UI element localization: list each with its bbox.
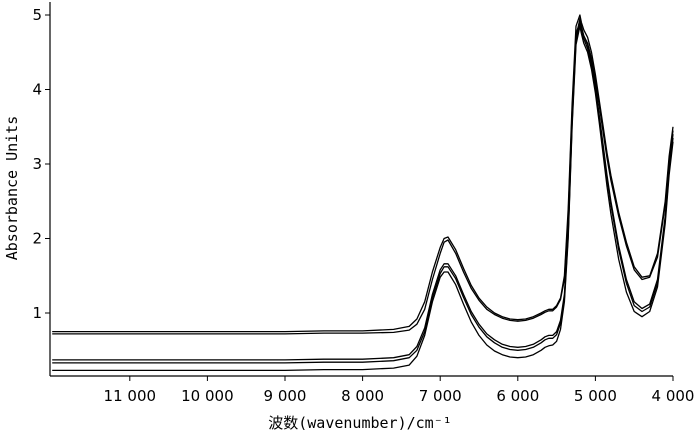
spectrum-line-5 bbox=[52, 25, 674, 372]
x-tick-label: 9 000 bbox=[264, 387, 307, 405]
x-ticks: 11 000 10 000 9 000 8 000 7 000 6 000 5 000 4 0… bbox=[104, 376, 695, 405]
y-axis-title: Absorbance Units bbox=[3, 116, 21, 261]
y-tick-label: 4 bbox=[32, 81, 42, 99]
x-tick-label: 7 000 bbox=[419, 387, 462, 405]
x-tick-label: 5 000 bbox=[574, 387, 617, 405]
y-ticks: 1 2 3 4 5 bbox=[32, 6, 50, 322]
spectrum-line-1 bbox=[52, 14, 674, 333]
x-tick-label: 10 000 bbox=[181, 387, 234, 405]
y-tick-label: 3 bbox=[32, 155, 42, 173]
x-tick-label: 11 000 bbox=[104, 387, 157, 405]
spectrum-line-3 bbox=[52, 18, 674, 361]
x-axis-title: 波数(wavenumber)/cm⁻¹ bbox=[268, 414, 452, 432]
x-tick-label: 8 000 bbox=[341, 387, 384, 405]
x-tick-label: 4 000 bbox=[652, 387, 695, 405]
spectrum-line-4 bbox=[52, 21, 674, 364]
x-tick-label: 6 000 bbox=[496, 387, 539, 405]
spectrum-line-2 bbox=[52, 21, 674, 335]
plot-lines bbox=[52, 14, 674, 372]
axes bbox=[49, 2, 673, 377]
y-tick-label: 1 bbox=[32, 304, 42, 322]
y-tick-label: 5 bbox=[32, 6, 42, 24]
y-tick-label: 2 bbox=[32, 230, 42, 248]
